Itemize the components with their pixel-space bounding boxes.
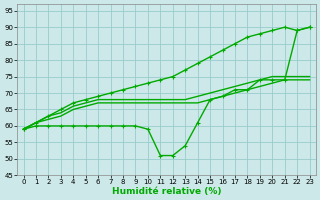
X-axis label: Humidité relative (%): Humidité relative (%) — [112, 187, 221, 196]
